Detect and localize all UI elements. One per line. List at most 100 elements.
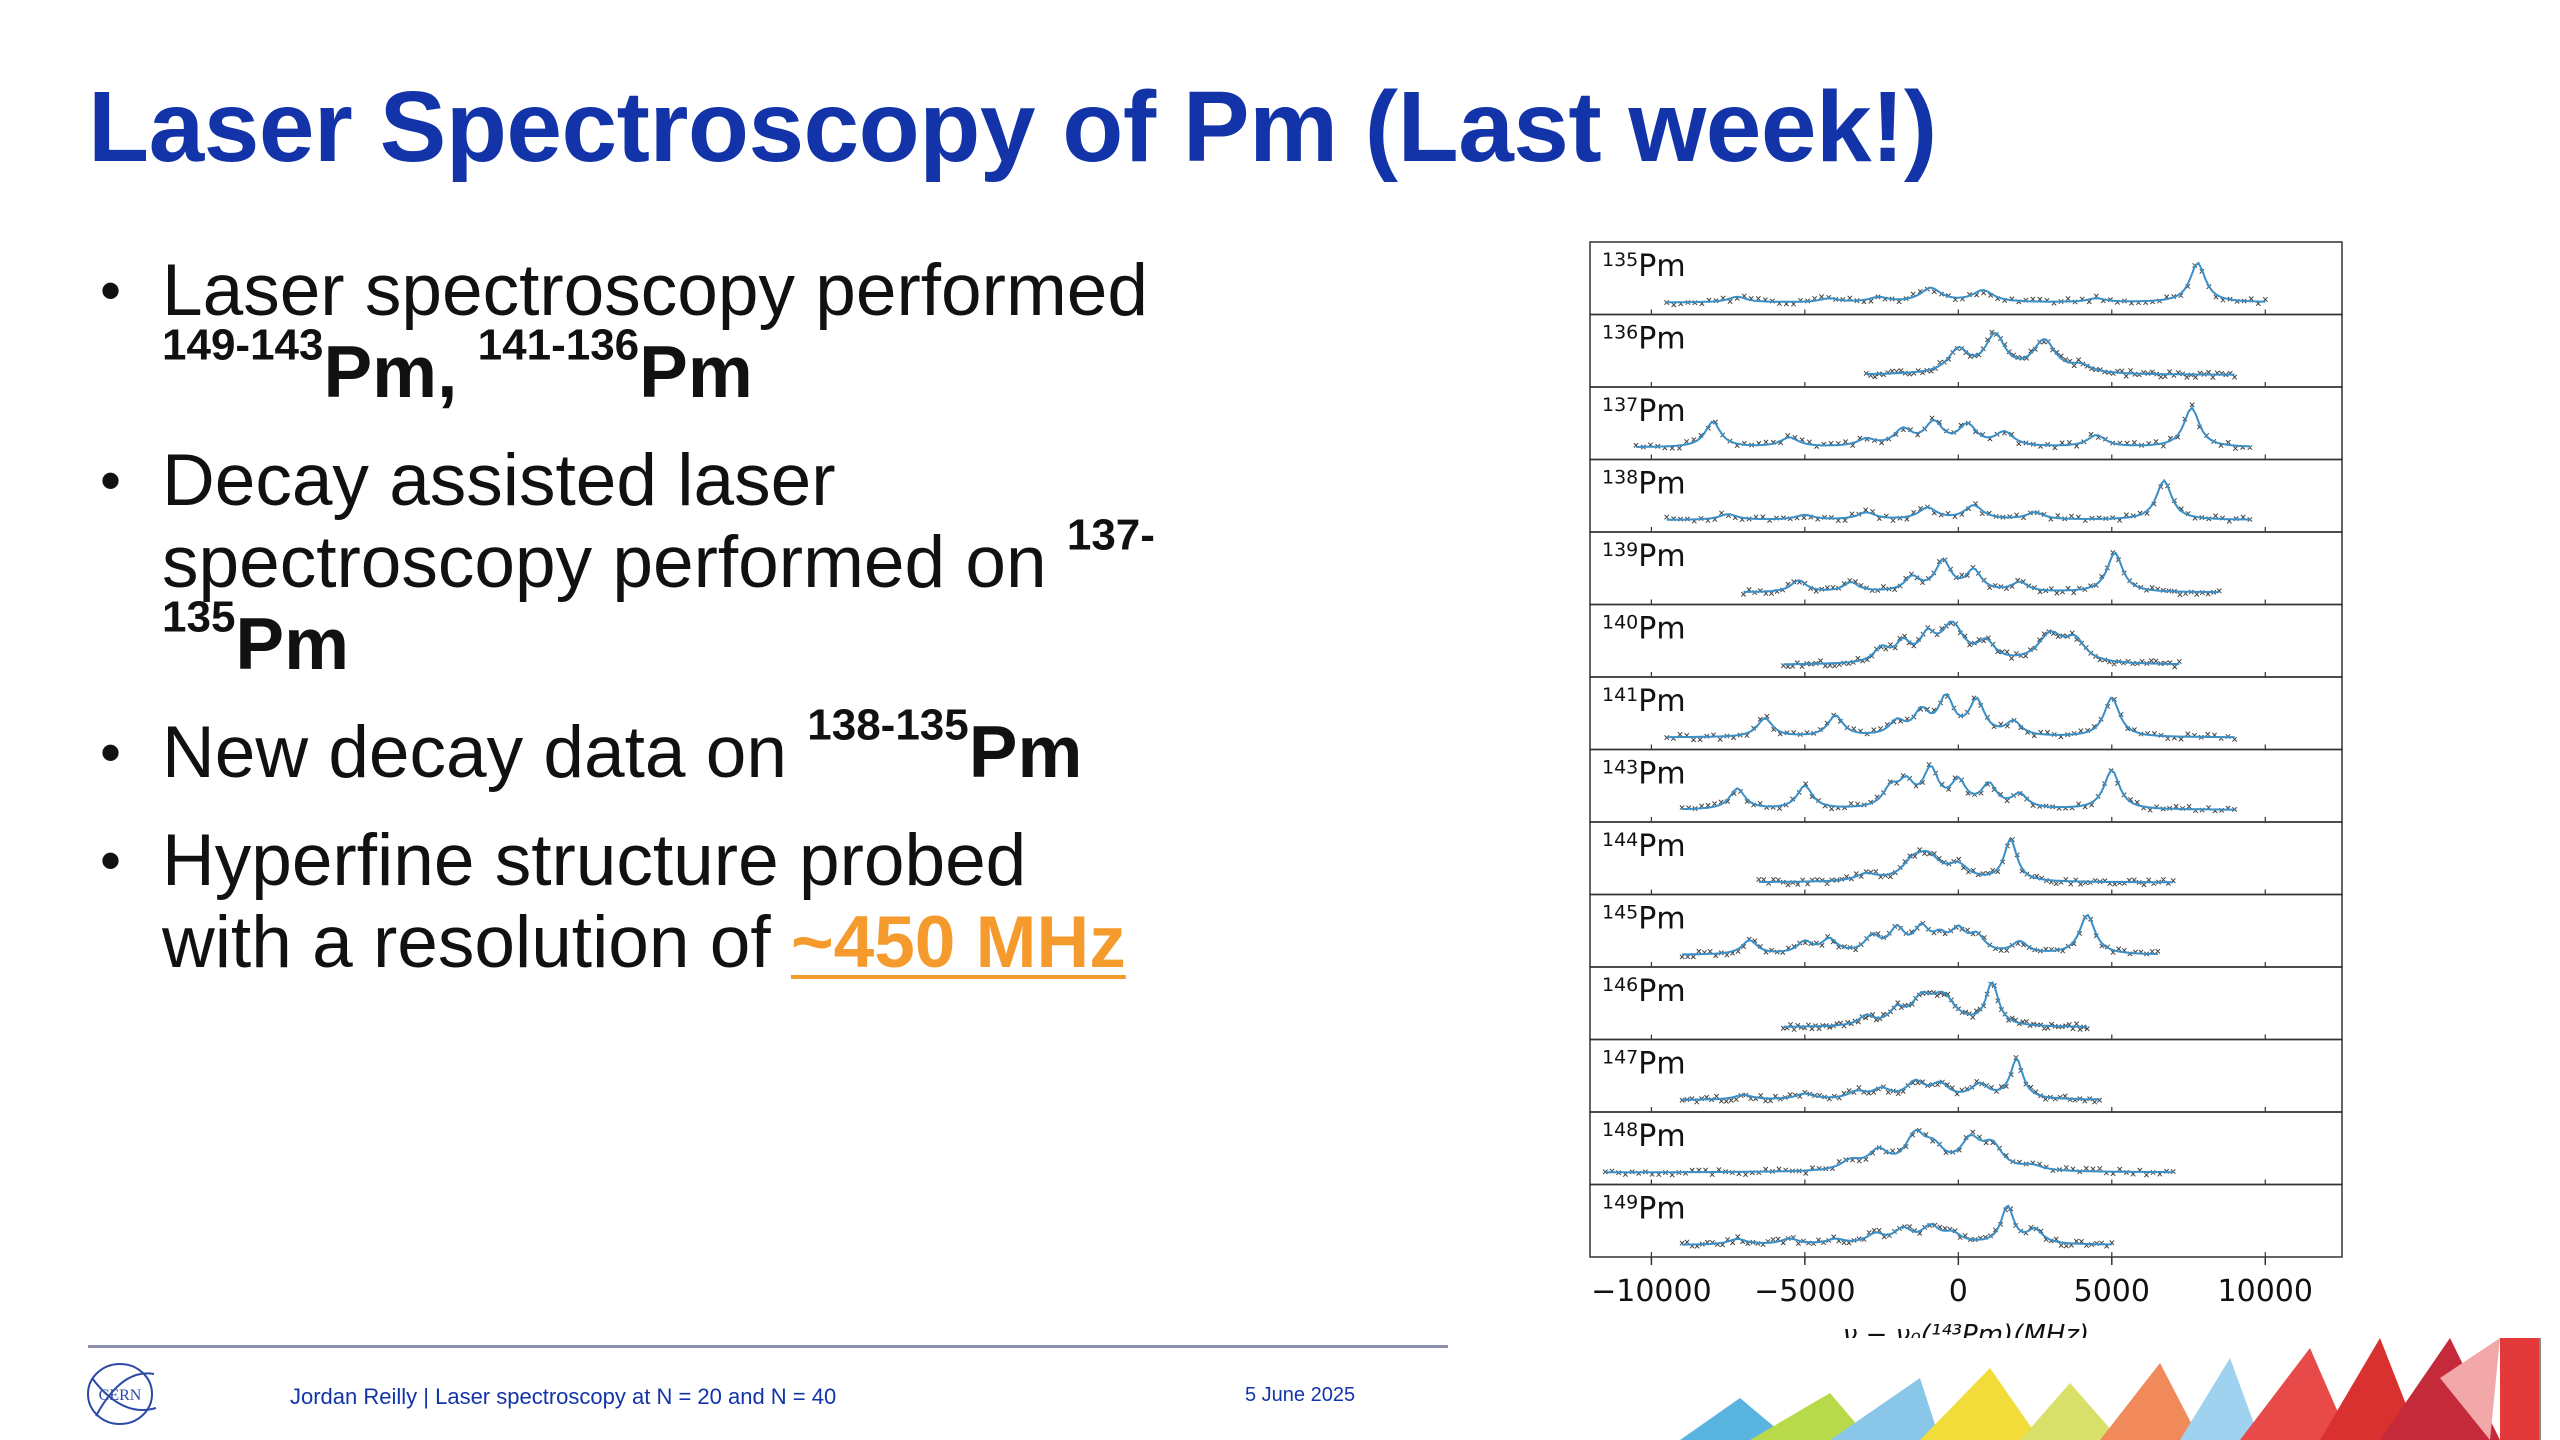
panel-label-mass: 140	[1602, 612, 1638, 634]
panel-label: 139Pm	[1602, 539, 1686, 574]
fit-line	[1605, 1128, 2174, 1174]
decorative-color-band	[1620, 1338, 2560, 1440]
panel-label: 135Pm	[1602, 249, 1686, 284]
panel-label-element: Pm	[1638, 539, 1685, 574]
panel-frame	[1589, 1183, 2343, 1258]
x-tick-label: 10000	[2218, 1274, 2313, 1309]
data-points	[1679, 1055, 2103, 1105]
hyperfine-spectra-chart: 135Pm 136Pm 137Pm 138Pm 139Pm 140Pm 141Pm 143Pm…	[1545, 230, 2365, 1350]
panel-label-element: Pm	[1638, 757, 1685, 792]
footer-author-talk: Jordan Reilly | Laser spectroscopy at N …	[290, 1384, 837, 1409]
fit-line	[1666, 478, 2250, 521]
panel-label: 136Pm	[1602, 322, 1686, 357]
spectrum-panel-144: 144Pm	[1589, 821, 2343, 896]
fit-line	[1682, 765, 2235, 811]
panel-label-mass: 143	[1602, 757, 1638, 779]
data-points	[1679, 914, 2161, 960]
bullet-2-line-2: spectroscopy performed on	[162, 522, 1047, 603]
spectra-svg: 135Pm136Pm137Pm138Pm139Pm140Pm141Pm143Pm…	[1589, 241, 2343, 1350]
bullet-1-text: Laser spectroscopy performed	[162, 250, 1148, 331]
data-points	[1756, 837, 2176, 888]
x-tick-label: 0	[1949, 1274, 1968, 1309]
spectrum-panel-138: 138Pm	[1589, 458, 2343, 533]
panel-frame	[1589, 821, 2343, 896]
panel-frame	[1589, 1111, 2343, 1186]
panel-label-mass: 144	[1602, 829, 1638, 851]
panel-frame	[1589, 531, 2343, 606]
bullet-hyperfine: Hyperfine structure probed with a resolu…	[100, 820, 1240, 984]
bullet-3-text: New decay data on	[162, 712, 787, 793]
spectrum-panel-145: 145Pm	[1589, 893, 2343, 968]
data-points	[1679, 1206, 2115, 1249]
resolution-link[interactable]: ~450 MHz	[790, 902, 1126, 983]
panel-label: 149Pm	[1602, 1192, 1686, 1227]
x-tick-label: 5000	[2074, 1274, 2150, 1309]
isotope-range-3-element: Pm	[235, 604, 350, 685]
panel-label-element: Pm	[1638, 1047, 1685, 1082]
panel-label-element: Pm	[1638, 974, 1685, 1009]
panel-label-element: Pm	[1638, 684, 1685, 719]
isotope-range-4-mass: 138-135	[807, 700, 969, 750]
panel-label-mass: 149	[1602, 1192, 1638, 1214]
panel-frame	[1589, 603, 2343, 678]
panel-label: 140Pm	[1602, 612, 1686, 647]
panel-label: 138Pm	[1602, 467, 1686, 502]
isotope-range-1-mass: 149-143	[162, 320, 324, 370]
bullet-4-line-1: Hyperfine structure probed	[162, 820, 1027, 901]
panel-label-mass: 145	[1602, 902, 1638, 924]
isotope-range-3-mass-b: 135	[162, 592, 236, 642]
isotope-range-1: 149-143Pm,	[162, 323, 458, 413]
panel-label-element: Pm	[1638, 612, 1685, 647]
panel-label: 145Pm	[1602, 902, 1686, 937]
spectrum-panel-136: 136Pm	[1589, 313, 2343, 388]
panel-label-element: Pm	[1638, 394, 1685, 429]
panel-label-mass: 135	[1602, 249, 1638, 271]
panel-label-element: Pm	[1638, 467, 1685, 502]
data-points	[1664, 483, 2253, 524]
fit-line	[1866, 332, 2235, 376]
fit-line	[1743, 551, 2220, 594]
spectrum-panel-140: 140Pm	[1589, 603, 2343, 678]
panel-label: 144Pm	[1602, 829, 1686, 864]
panel-label-element: Pm	[1638, 1119, 1685, 1154]
slide-title: Laser Spectroscopy of Pm (Last week!)	[88, 71, 1937, 183]
panel-label-mass: 136	[1602, 322, 1638, 344]
isotope-range-3-mass-a: 137-	[1066, 510, 1155, 560]
fit-line	[1666, 261, 2266, 304]
bullet-laser-spectroscopy: Laser spectroscopy performed 149-143Pm, …	[100, 250, 1240, 414]
fit-line	[1682, 913, 2158, 956]
isotope-range-4: 138-135Pm	[807, 703, 1083, 793]
fit-line	[1783, 620, 2180, 666]
spectrum-panel-137: 137Pm	[1589, 386, 2343, 461]
cern-logo: CERN	[87, 1363, 157, 1425]
spectrum-panel-149: 149Pm	[1589, 1183, 2343, 1258]
spectrum-panel-141: 141Pm	[1589, 676, 2343, 751]
fit-line	[1635, 406, 2250, 448]
panel-label-mass: 141	[1602, 684, 1638, 706]
panel-label-element: Pm	[1638, 829, 1685, 864]
spectrum-panel-135: 135Pm	[1589, 241, 2343, 316]
fit-line	[1758, 837, 2174, 884]
fit-line	[1682, 1204, 2112, 1246]
spectrum-panel-147: 147Pm	[1589, 1038, 2343, 1113]
spectrum-panel-143: 143Pm	[1589, 748, 2343, 823]
spectrum-panel-146: 146Pm	[1589, 966, 2343, 1041]
bullet-2-line-1: Decay assisted laser	[162, 440, 836, 521]
panel-label-mass: 148	[1602, 1119, 1638, 1141]
panel-label: 148Pm	[1602, 1119, 1686, 1154]
panel-label-mass: 146	[1602, 974, 1638, 996]
cern-logo-text: CERN	[99, 1387, 142, 1404]
isotope-range-1-element: Pm,	[323, 332, 458, 413]
bullet-list: Laser spectroscopy performed 149-143Pm, …	[100, 250, 1240, 1010]
isotope-range-2: 141-136Pm	[478, 323, 753, 413]
isotope-range-4-element: Pm	[968, 712, 1083, 793]
isotope-range-2-mass: 141-136	[477, 320, 640, 370]
isotope-range-3: 137- 135Pm	[162, 513, 1155, 685]
panel-label-element: Pm	[1638, 249, 1685, 284]
panel-label-mass: 138	[1602, 467, 1638, 489]
panel-label-mass: 139	[1602, 539, 1638, 561]
panel-label-element: Pm	[1638, 1192, 1685, 1227]
x-tick-label: −10000	[1591, 1274, 1712, 1309]
isotope-range-2-element: Pm	[639, 332, 753, 413]
x-tick-label: −5000	[1754, 1274, 1855, 1309]
